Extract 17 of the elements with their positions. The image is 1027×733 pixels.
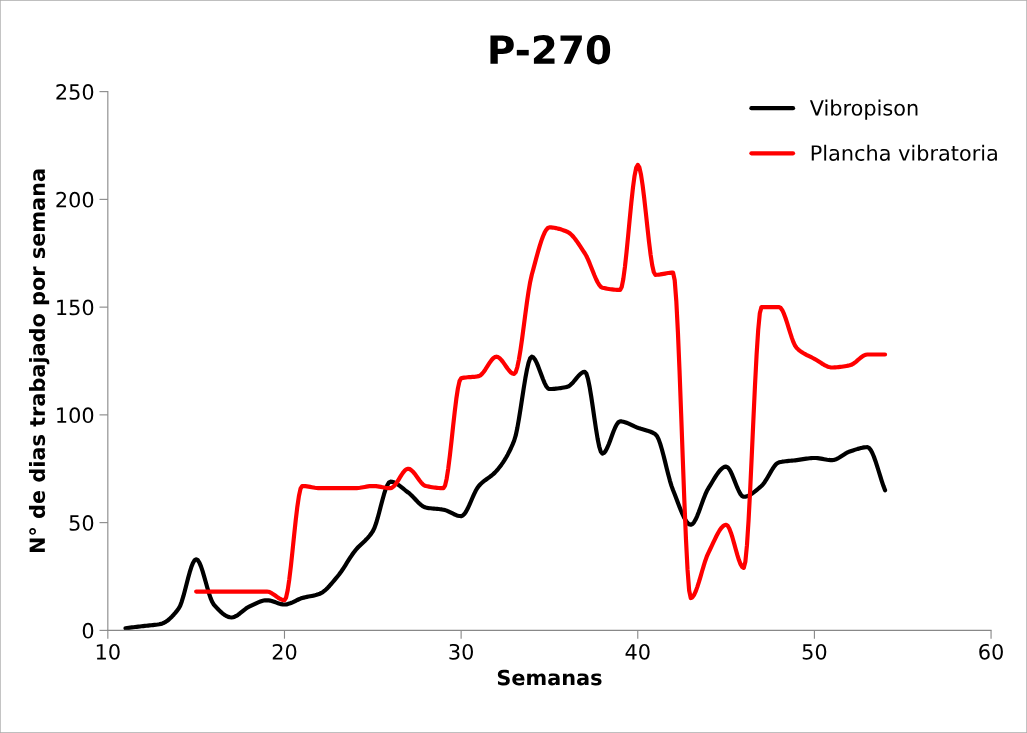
chart-title: P-270	[490, 34, 611, 65]
legend-label: Plancha vibratoria	[811, 144, 997, 161]
y-tick-label: 100	[57, 407, 94, 424]
y-tick-label: 150	[57, 299, 94, 316]
x-axis-title: Semanas	[497, 669, 602, 686]
y-tick-label: 50	[69, 515, 94, 531]
x-tick-label: 50	[802, 643, 827, 660]
y-tick-label: 250	[56, 84, 94, 100]
y-tick-label: 0	[82, 622, 94, 639]
x-tick-label: 10	[96, 643, 120, 660]
x-tick-label: 60	[979, 643, 1003, 660]
y-tick-label: 200	[56, 191, 94, 208]
x-tick-label: 40	[625, 643, 650, 660]
legend-label: Vibropison	[809, 99, 918, 120]
y-axis-title: N° de dias trabajado por semana	[28, 169, 50, 553]
x-tick-label: 20	[272, 643, 297, 660]
x-tick-label: 30	[449, 643, 473, 660]
